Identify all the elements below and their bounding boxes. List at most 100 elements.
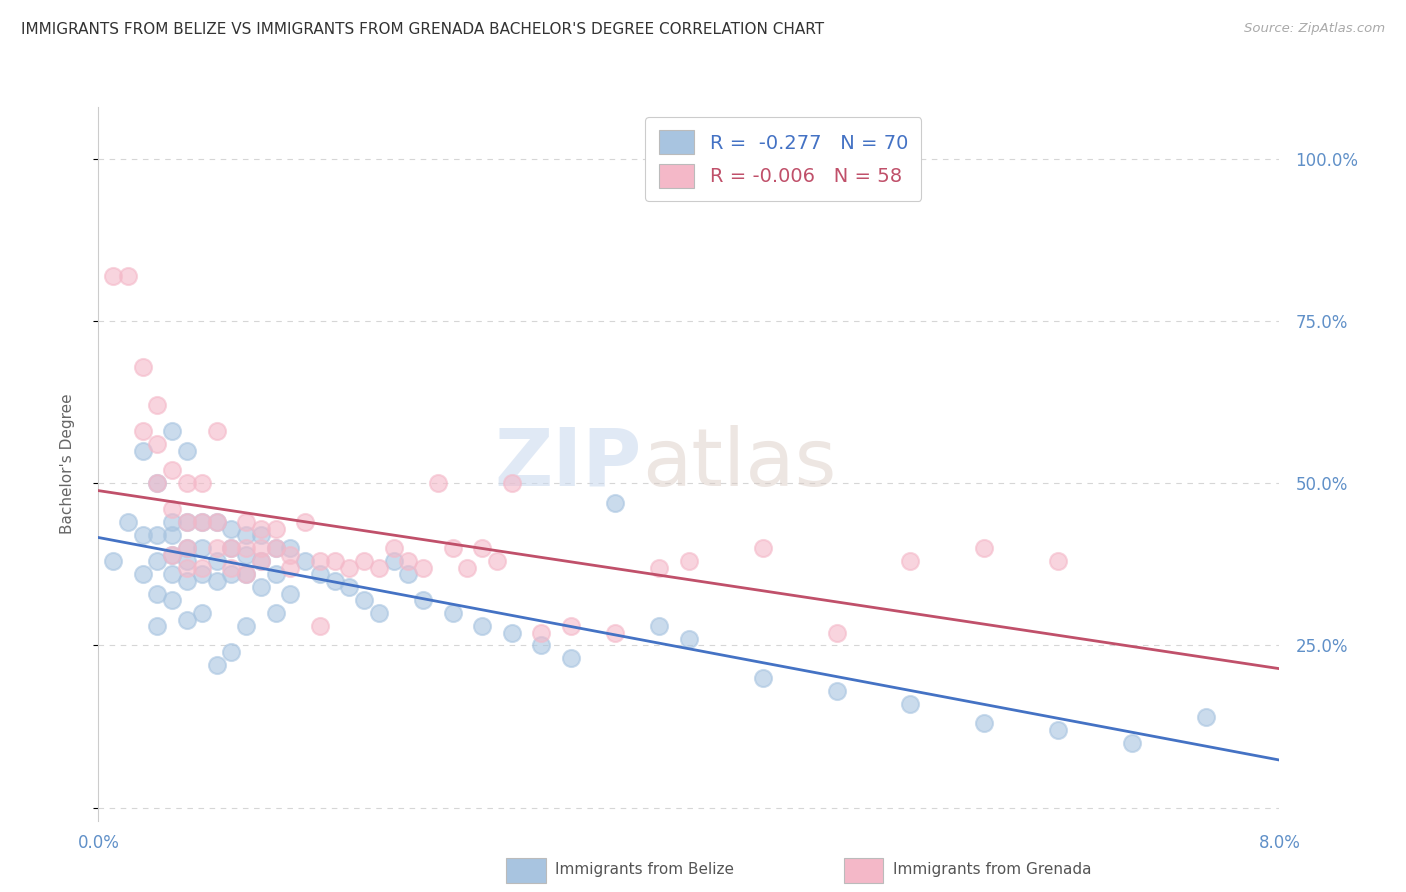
Point [264, 567, 287, 582]
Point [250, 541, 273, 556]
Point [205, 515, 228, 529]
Point [132, 359, 155, 374]
Legend: R =  -0.277   N = 70, R = -0.006   N = 58: R = -0.277 N = 70, R = -0.006 N = 58 [645, 117, 921, 202]
Point [1046, 554, 1069, 568]
Point [205, 541, 228, 556]
Point [162, 548, 183, 562]
Point [1194, 710, 1216, 724]
Point [219, 645, 242, 659]
Point [176, 574, 198, 588]
Point [219, 541, 242, 556]
Point [191, 567, 214, 582]
Point [103, 554, 125, 568]
Point [678, 632, 700, 646]
Point [162, 425, 183, 439]
Point [264, 541, 287, 556]
Point [176, 443, 198, 458]
Point [146, 476, 169, 491]
Text: Source: ZipAtlas.com: Source: ZipAtlas.com [1244, 22, 1385, 36]
Point [219, 541, 242, 556]
Point [162, 593, 183, 607]
Point [396, 554, 419, 568]
Point [1046, 723, 1069, 737]
Point [337, 580, 360, 594]
Text: ZIP: ZIP [495, 425, 641, 503]
Point [323, 554, 346, 568]
Point [176, 613, 198, 627]
Point [678, 554, 700, 568]
Point [560, 651, 582, 665]
Point [132, 528, 155, 542]
Point [973, 716, 995, 731]
Point [219, 522, 242, 536]
Point [426, 476, 449, 491]
Point [176, 541, 198, 556]
Point [605, 496, 627, 510]
Point [1121, 736, 1143, 750]
Point [337, 560, 360, 574]
Point [146, 399, 169, 413]
Point [219, 567, 242, 582]
Point [117, 268, 139, 283]
Y-axis label: Bachelor's Degree: Bachelor's Degree [60, 393, 75, 534]
Point [205, 574, 228, 588]
Point [235, 567, 257, 582]
Point [471, 541, 494, 556]
Point [530, 639, 553, 653]
Point [235, 541, 257, 556]
Point [900, 554, 922, 568]
Point [191, 541, 214, 556]
Text: Immigrants from Grenada: Immigrants from Grenada [893, 863, 1091, 877]
Point [501, 476, 523, 491]
Point [471, 619, 494, 633]
Point [205, 425, 228, 439]
Point [146, 619, 169, 633]
Point [294, 554, 316, 568]
Point [191, 606, 214, 620]
Point [367, 560, 389, 574]
Point [235, 528, 257, 542]
Point [353, 554, 375, 568]
Point [205, 554, 228, 568]
Point [441, 606, 464, 620]
Point [278, 560, 302, 574]
Point [162, 502, 183, 516]
Point [176, 476, 198, 491]
Point [191, 515, 214, 529]
Point [162, 463, 183, 477]
Point [648, 619, 671, 633]
Text: Immigrants from Belize: Immigrants from Belize [555, 863, 734, 877]
Point [117, 515, 139, 529]
Point [501, 625, 523, 640]
Point [162, 528, 183, 542]
Point [250, 580, 273, 594]
Point [825, 684, 848, 698]
Point [162, 515, 183, 529]
Point [825, 625, 848, 640]
Point [235, 548, 257, 562]
Point [250, 554, 273, 568]
Point [176, 554, 198, 568]
Point [648, 560, 671, 574]
Point [176, 541, 198, 556]
Point [176, 515, 198, 529]
Point [235, 619, 257, 633]
Point [294, 515, 316, 529]
Point [235, 515, 257, 529]
Point [456, 560, 478, 574]
Point [605, 625, 627, 640]
Point [308, 567, 332, 582]
Point [162, 567, 183, 582]
Point [205, 657, 228, 672]
Point [560, 619, 582, 633]
Point [751, 671, 773, 685]
Point [278, 586, 302, 600]
Point [191, 560, 214, 574]
Point [103, 268, 125, 283]
Point [278, 548, 302, 562]
Point [353, 593, 375, 607]
Point [146, 437, 169, 451]
Point [191, 476, 214, 491]
Point [235, 567, 257, 582]
Point [146, 528, 169, 542]
